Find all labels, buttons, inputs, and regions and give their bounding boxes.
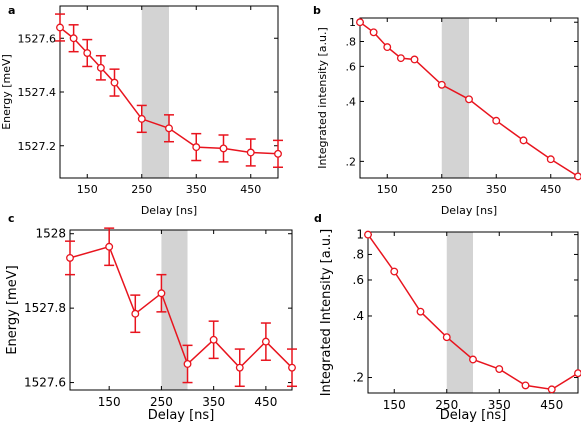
shaded-region xyxy=(161,230,188,390)
data-point xyxy=(396,54,405,63)
panel-c: 150 250 350 450 1527.6 1527.8 1528 Delay [ns] En… xyxy=(5,212,297,423)
shaded-region xyxy=(141,6,169,178)
y-tick-label: .2 xyxy=(346,155,357,168)
data-point xyxy=(492,116,501,125)
plot-frame xyxy=(367,231,579,394)
data-point xyxy=(574,172,581,181)
y-tick-label: 1527.4 xyxy=(18,86,57,99)
x-tick-label: 450 xyxy=(254,395,277,409)
y-tick-label: .8 xyxy=(353,247,364,261)
plot-frame xyxy=(69,229,293,391)
y-tick-label: 1 xyxy=(356,228,364,242)
data-point xyxy=(69,34,78,43)
data-point xyxy=(137,114,146,123)
x-tick-label: 250 xyxy=(431,183,452,196)
data-point xyxy=(165,124,173,133)
data-point xyxy=(521,381,530,390)
x-tick-label: 150 xyxy=(77,183,98,196)
data-point xyxy=(105,242,114,251)
data-point xyxy=(261,337,270,346)
x-tick-label: 350 xyxy=(488,398,511,412)
data-point xyxy=(390,267,399,276)
y-tick-label: .6 xyxy=(353,273,364,287)
panel-letter: c xyxy=(8,212,15,225)
data-point xyxy=(364,230,372,239)
y-axis-label: Energy [meV] xyxy=(0,54,13,130)
panel-d: 150 250 350 450 .2 .4 .6 .8 1 Delay [ns] Integrate… xyxy=(314,212,581,423)
x-tick-label: 450 xyxy=(540,398,563,412)
data-point xyxy=(192,143,201,152)
data-point xyxy=(383,43,392,52)
x-tick-label: 150 xyxy=(383,398,406,412)
data-point xyxy=(442,333,451,342)
data-point xyxy=(66,253,74,262)
data-point xyxy=(495,365,504,374)
shaded-region xyxy=(441,18,469,178)
data-point xyxy=(547,385,556,394)
shaded-region xyxy=(446,232,473,393)
data-point xyxy=(274,149,282,158)
y-tick-label: 1527.6 xyxy=(24,376,66,390)
data-point xyxy=(519,136,528,145)
data-point xyxy=(219,144,228,153)
y-tick-label: 1527.8 xyxy=(24,301,66,315)
panel-letter: a xyxy=(8,4,15,17)
data-point xyxy=(416,307,425,316)
data-point xyxy=(56,23,64,32)
data-point xyxy=(574,369,581,378)
y-tick-label: .4 xyxy=(353,309,364,323)
y-tick-label: .4 xyxy=(346,95,357,108)
x-axis-label: Delay [ns] xyxy=(141,204,197,217)
x-tick-label: 350 xyxy=(186,183,207,196)
panel-b: 150 250 350 450 .2 .4 .6 .8 1 Delay [ns] Integrate… xyxy=(313,4,581,217)
data-point xyxy=(183,360,192,368)
x-axis-label: Delay [ns] xyxy=(441,204,497,217)
y-tick-label: 1 xyxy=(349,16,356,29)
x-tick-label: 250 xyxy=(131,183,152,196)
panel-letter: b xyxy=(313,4,321,17)
data-point xyxy=(209,335,218,344)
y-axis-label: Energy [meV] xyxy=(5,265,20,354)
panel-a: 150 250 350 450 1527.2 1527.4 1527.6 Delay [ns]… xyxy=(0,4,283,217)
data-point xyxy=(465,95,473,104)
data-point xyxy=(356,18,364,27)
x-tick-label: 450 xyxy=(240,183,261,196)
x-axis-label: Delay [ns] xyxy=(440,408,507,423)
x-tick-label: 150 xyxy=(377,183,398,196)
x-tick-label: 250 xyxy=(435,398,458,412)
y-tick-label: 1527.2 xyxy=(18,140,57,153)
data-point xyxy=(369,28,378,37)
data-point xyxy=(83,49,92,57)
data-point xyxy=(235,363,244,372)
data-point xyxy=(157,289,166,298)
y-axis-label: Integrated Intensity [a.u.] xyxy=(319,229,334,397)
data-point xyxy=(131,309,140,318)
data-point xyxy=(288,363,296,372)
y-tick-label: .2 xyxy=(353,371,364,385)
data-point xyxy=(96,63,105,72)
data-point xyxy=(110,78,119,87)
x-tick-label: 350 xyxy=(486,183,507,196)
x-tick-label: 450 xyxy=(540,183,561,196)
x-tick-label: 250 xyxy=(150,395,173,409)
y-tick-label: 1528 xyxy=(35,227,66,241)
x-tick-label: 150 xyxy=(98,395,121,409)
data-point xyxy=(410,55,419,64)
data-point xyxy=(469,355,477,364)
x-axis-label: Delay [ns] xyxy=(148,408,215,423)
y-tick-label: .6 xyxy=(346,60,357,73)
data-point xyxy=(246,148,255,157)
plot-frame xyxy=(359,17,579,179)
panel-letter: d xyxy=(314,212,322,225)
y-tick-label: .8 xyxy=(346,36,357,49)
data-point xyxy=(437,80,446,89)
y-tick-label: 1527.6 xyxy=(18,32,57,45)
x-tick-label: 350 xyxy=(202,395,225,409)
data-point xyxy=(546,155,555,164)
y-axis-label: Integrated intensity [a.u.] xyxy=(316,27,329,169)
